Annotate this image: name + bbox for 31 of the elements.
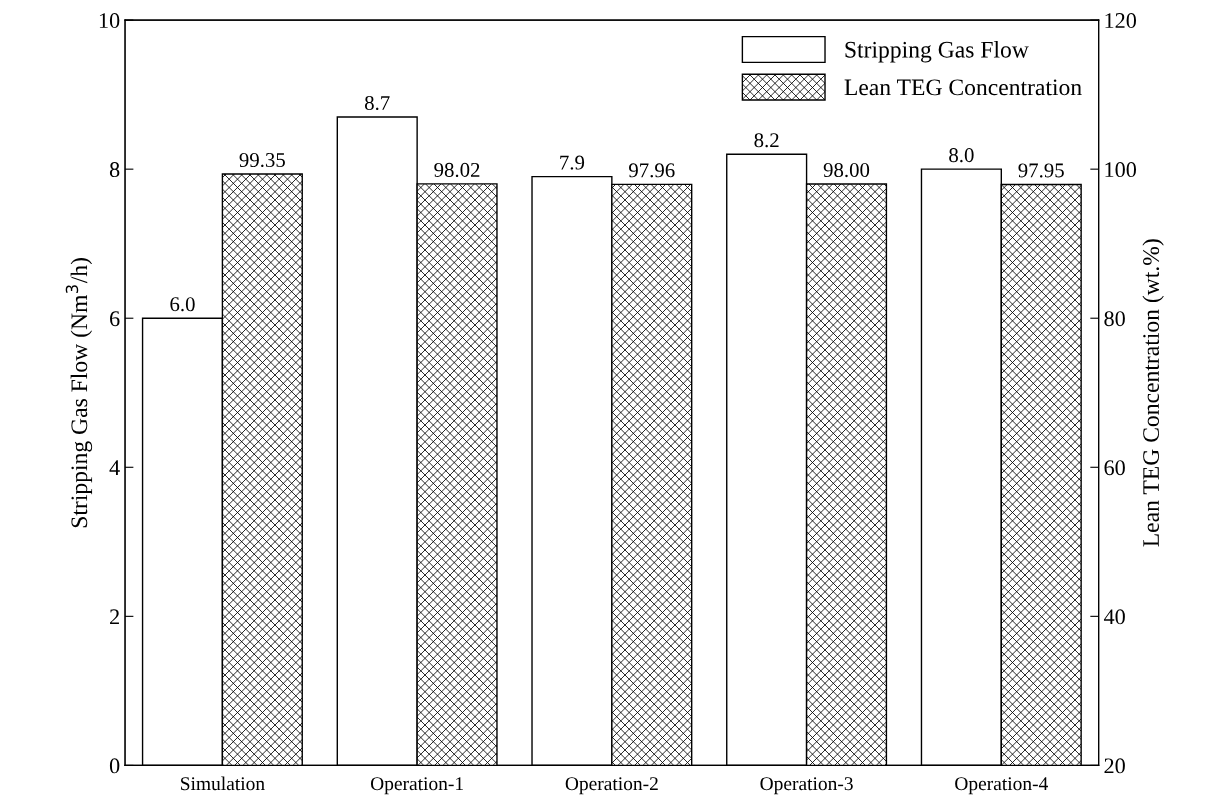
data-label: 6.0 [170, 297, 195, 312]
legend-label: Lean TEG Concentration [844, 79, 1082, 96]
data-label: 8.0 [949, 148, 974, 163]
y-tick-label: 6 [110, 311, 120, 327]
data-label: 97.96 [629, 163, 675, 178]
data-label: 98.00 [823, 163, 870, 178]
y-tick-label: 10 [99, 13, 120, 29]
data-label: 99.35 [239, 153, 285, 168]
y2-tick-label: 60 [1104, 460, 1125, 476]
data-label: 97.95 [1018, 163, 1064, 178]
y2-tick-label: 120 [1105, 13, 1137, 29]
x-tick-label: Operation-3 [760, 777, 853, 795]
data-label: 8.7 [364, 95, 390, 111]
y2-tick-label: 100 [1105, 162, 1137, 178]
y-tick-label: 2 [110, 609, 119, 625]
y2-axis-title: Lean TEG Concentration (wt.%) [1142, 239, 1164, 547]
y-axis-title: Stripping Gas Flow (Nm$^{3}$/h) [65, 258, 93, 528]
x-tick-label: Operation-2 [565, 777, 658, 795]
y-tick-label: 4 [109, 460, 120, 475]
data-label: 8.2 [754, 133, 779, 148]
y2-tick-label: 40 [1103, 609, 1125, 625]
y-tick-label: 0 [109, 758, 120, 774]
x-tick-label: Operation-4 [955, 777, 1048, 795]
data-label: 98.02 [434, 162, 480, 177]
y2-tick-label: 20 [1104, 758, 1125, 774]
x-tick-label: Operation-1 [370, 777, 463, 795]
legend-label: Stripping Gas Flow [845, 41, 1029, 63]
y-tick-label: 8 [109, 162, 120, 178]
x-tick-label: Simulation [181, 776, 265, 791]
data-label: 7.9 [560, 155, 585, 170]
y2-tick-label: 80 [1104, 311, 1125, 327]
